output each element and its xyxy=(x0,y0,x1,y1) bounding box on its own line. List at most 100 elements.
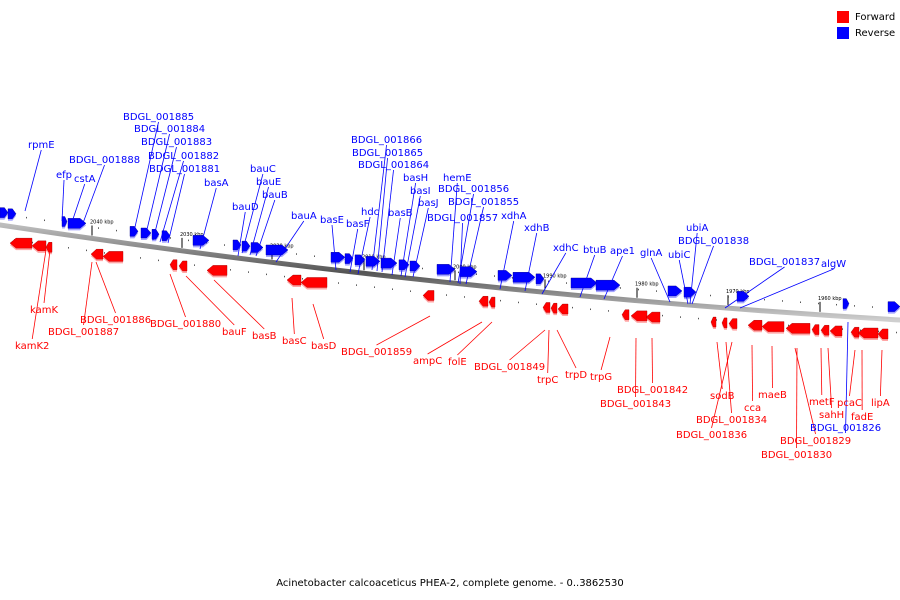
gene-label: sodB xyxy=(710,391,735,402)
leader-line xyxy=(152,146,177,241)
gene-arrow-shadow xyxy=(266,246,288,257)
gene-label: metF xyxy=(809,397,835,408)
forward-gene-arrow xyxy=(542,302,551,313)
scale-dot xyxy=(836,303,837,306)
scale-dot xyxy=(710,294,711,297)
leader-line xyxy=(650,257,671,303)
legend-forward: Forward xyxy=(837,9,895,25)
reverse-gene-arrow xyxy=(344,253,354,264)
axis-tick-label: 1960 kbp xyxy=(818,296,842,302)
leader-line xyxy=(349,228,359,273)
gene-label: trpC xyxy=(537,375,558,386)
axis-tick-label: 2040 kbp xyxy=(90,219,114,225)
leader-line xyxy=(691,245,714,305)
leader-line xyxy=(159,160,184,243)
scale-dot xyxy=(476,273,477,275)
leader-line xyxy=(312,303,325,340)
scale-dot xyxy=(500,299,501,302)
forward-gene-arrow xyxy=(488,296,496,308)
leader-line xyxy=(357,216,371,275)
leader-line xyxy=(391,217,401,276)
gene-arrow-shadow xyxy=(711,319,716,330)
reverse-gene-arrow xyxy=(7,208,17,220)
gene-label: ampC xyxy=(413,356,442,367)
scale-dot xyxy=(764,298,765,301)
scale-dot xyxy=(854,305,855,307)
gene-arrow-shadow xyxy=(170,261,177,272)
scale-dot xyxy=(206,241,207,244)
scale-dot xyxy=(698,317,699,320)
forward-gene-arrow xyxy=(721,317,728,329)
gene-arrow-shadow xyxy=(737,293,749,304)
gene-label: bauF xyxy=(222,327,247,338)
leader-line xyxy=(457,321,493,356)
forward-swatch xyxy=(837,11,849,23)
scale-dot xyxy=(32,241,33,244)
gene-arrow-shadow xyxy=(843,300,849,311)
gene-arrow-shadow xyxy=(646,314,660,325)
leader-line xyxy=(739,268,834,309)
gene-label: BDGL_001834 xyxy=(696,415,767,426)
leader-line xyxy=(689,232,698,305)
scale-dot xyxy=(422,267,423,270)
gene-label: bauE xyxy=(256,177,281,188)
reverse-label: Reverse xyxy=(855,27,896,39)
leader-line xyxy=(547,329,550,374)
gene-arrow-shadow xyxy=(287,277,301,288)
forward-gene-arrow xyxy=(877,328,889,340)
reverse-gene-arrow xyxy=(354,254,366,266)
gene-arrow-shadow xyxy=(729,320,737,331)
scale-dot xyxy=(728,296,729,298)
gene-label: BDGL_001882 xyxy=(148,151,219,162)
leader-line xyxy=(404,195,421,278)
gene-label: rpmE xyxy=(28,140,55,151)
scale-dot xyxy=(680,316,681,318)
leader-line xyxy=(716,341,723,390)
gene-label: BDGL_001855 xyxy=(448,197,519,208)
label-leader-lines xyxy=(24,121,883,449)
gene-arrow-shadow xyxy=(878,330,888,341)
gene-arrow-shadow xyxy=(62,218,67,229)
reverse-gene-arrow xyxy=(241,240,251,252)
leader-line xyxy=(827,347,833,409)
reverse-gene-arrow xyxy=(497,270,513,281)
forward-gene-arrow xyxy=(178,260,188,272)
gene-arrow-shadow xyxy=(68,220,86,231)
scale-dot xyxy=(140,257,141,259)
leader-line xyxy=(213,279,265,330)
gene-arrow-shadow xyxy=(786,325,810,336)
leader-line xyxy=(275,220,305,263)
leader-line xyxy=(794,347,816,435)
leader-line xyxy=(600,336,611,371)
gene-label: trpG xyxy=(590,372,612,383)
gene-label: fadE xyxy=(851,412,873,423)
scale-dot xyxy=(68,247,69,249)
gene-label: BDGL_001880 xyxy=(150,319,221,330)
forward-gene-arrow xyxy=(169,259,178,270)
leader-line xyxy=(167,173,185,244)
gene-arrow-shadow xyxy=(888,303,900,314)
forward-gene-arrow xyxy=(761,321,785,332)
legend: Forward Reverse xyxy=(837,9,895,41)
leader-line xyxy=(820,347,823,396)
leader-line xyxy=(449,182,458,283)
forward-gene-arrow xyxy=(747,320,763,331)
gene-arrow-shadow xyxy=(8,210,16,221)
map-caption: Acinetobacter calcoaceticus PHEA-2, comp… xyxy=(276,578,624,589)
scale-dot xyxy=(608,310,609,312)
gene-label: basC xyxy=(282,336,307,347)
scale-dot xyxy=(464,296,465,298)
scale-dot xyxy=(782,300,783,302)
gene-label: BDGL_001836 xyxy=(676,430,747,441)
leader-line xyxy=(255,199,276,257)
leader-line xyxy=(331,224,337,271)
leader-line xyxy=(249,186,269,256)
gene-arrow-shadow xyxy=(830,327,842,338)
scale-dot xyxy=(572,306,573,309)
gene-label: kamK2 xyxy=(15,341,49,352)
gene-arrow-shadow xyxy=(722,319,727,330)
forward-gene-arrow xyxy=(645,311,661,323)
gene-label: BDGL_001883 xyxy=(141,137,212,148)
reverse-gene-arrow xyxy=(595,279,621,291)
